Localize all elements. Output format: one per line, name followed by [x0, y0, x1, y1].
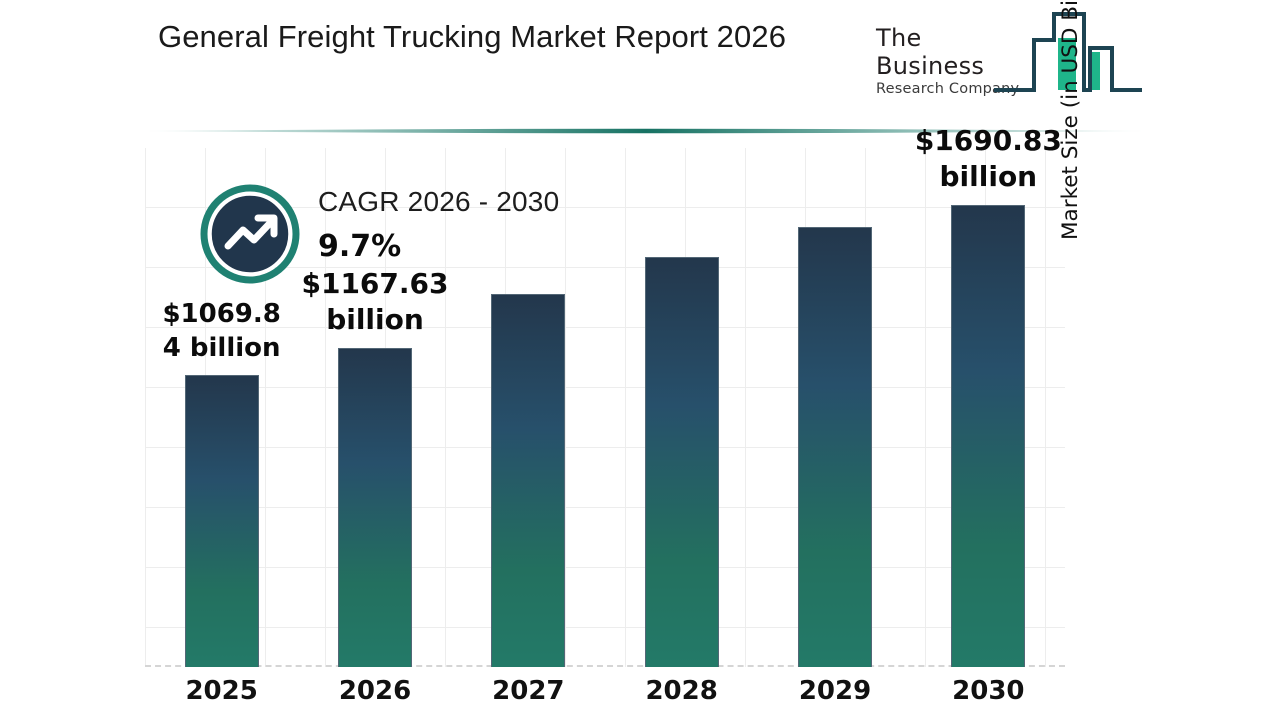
- bar-2030: [951, 205, 1026, 667]
- logo-line1: The Business: [876, 24, 985, 80]
- bar-2028: [644, 257, 719, 667]
- x-axis-tick-2029: 2029: [798, 676, 872, 706]
- company-logo: The Business Research Company: [872, 8, 1144, 100]
- bar-2026: [338, 348, 412, 667]
- chart-baseline: [145, 665, 1065, 667]
- y-axis-label: Market Size (in USD Billion): [1058, 0, 1083, 240]
- bar-2025: [184, 375, 259, 667]
- logo-text: The Business Research Company: [876, 24, 1036, 97]
- page-title: General Freight Trucking Market Report 2…: [158, 19, 787, 54]
- bar-2029: [798, 227, 872, 667]
- x-axis-tick-2027: 2027: [492, 676, 565, 706]
- value-label-2026: $1167.63 billion: [301, 267, 449, 337]
- bar-chart-logo-mark: [994, 12, 1142, 92]
- x-axis-tick-2025: 2025: [185, 676, 258, 706]
- x-axis-tick-2026: 2026: [338, 676, 412, 706]
- x-axis-tick-2028: 2028: [645, 676, 718, 706]
- title-divider: [146, 128, 1146, 134]
- cagr-badge: CAGR 2026 - 2030 9.7%: [200, 184, 630, 290]
- cagr-value: 9.7%: [318, 229, 402, 264]
- trending-up-icon: [200, 184, 300, 284]
- bar-series: [145, 148, 1065, 667]
- cagr-text: CAGR 2026 - 2030 9.7%: [318, 186, 559, 264]
- value-label-2030: $1690.83 billion: [914, 124, 1062, 194]
- x-axis-tick-2030: 2030: [952, 676, 1025, 706]
- bar-2027: [491, 294, 566, 667]
- value-label-2025: $1069.8 4 billion: [162, 299, 281, 363]
- x-axis: 2025 2026 2027 2028 2029 2030: [145, 676, 1065, 720]
- logo-line2: Research Company: [876, 81, 1020, 97]
- cagr-label: CAGR 2026 - 2030: [318, 186, 560, 217]
